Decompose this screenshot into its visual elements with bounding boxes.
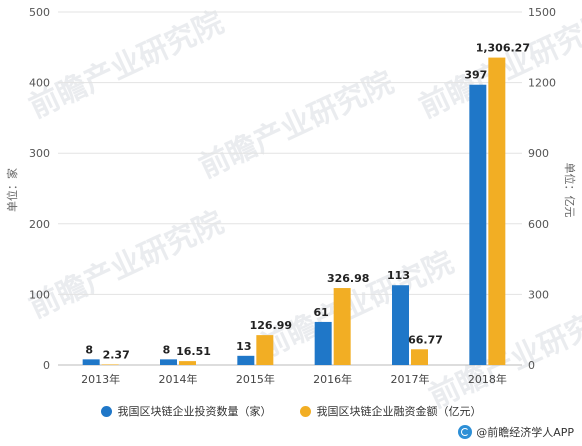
bar-financing [488, 57, 506, 365]
x-tick-label: 2018年 [468, 372, 507, 386]
footer: @前瞻经济学人APP [458, 424, 574, 440]
bar-investments [237, 355, 255, 365]
data-label: 397 [464, 69, 487, 82]
x-tick-label: 2013年 [81, 372, 120, 386]
y-tick-label: 500 [29, 6, 50, 19]
x-tick-label: 2016年 [313, 372, 352, 386]
y-tick-label: 200 [29, 218, 50, 231]
x-tick-label: 2015年 [236, 372, 275, 386]
data-label: 126.99 [250, 319, 292, 332]
data-label: 8 [85, 343, 93, 356]
data-label: 61 [314, 306, 329, 319]
bar-financing [333, 288, 351, 365]
data-label: 16.51 [176, 345, 211, 358]
left-axis-ticks: 0 100 200 300 400 500 [29, 6, 50, 372]
gridlines [58, 11, 522, 366]
data-label: 66.77 [408, 333, 443, 346]
data-labels: 8 2.37 8 16.51 13 126.99 61 326.98 113 66.77 397 1,… [85, 42, 530, 362]
y-tick-label-right: 1500 [528, 6, 556, 19]
legend-label: 我国区块链企业融资金额（亿元） [316, 405, 482, 418]
legend-swatch-orange [299, 405, 311, 417]
y-tick-label-right: 0 [528, 359, 535, 372]
y-tick-label: 100 [29, 288, 50, 301]
legend-label: 我国区块链企业投资数量（家） [117, 405, 272, 418]
bar-financing [179, 361, 196, 365]
data-label: 13 [236, 340, 251, 353]
y-tick-label: 400 [29, 77, 50, 90]
category-axis: 2013年 2014年 2015年 2016年 2017年 2018年 [81, 372, 507, 386]
y-tick-label: 0 [43, 359, 50, 372]
data-label: 113 [387, 269, 410, 282]
footer-text: @前瞻经济学人APP [476, 426, 574, 439]
bars [82, 57, 506, 365]
x-tick-label: 2014年 [159, 372, 198, 386]
y-axis-title: 单位：家 [5, 168, 19, 212]
x-tick-label: 2017年 [391, 372, 430, 386]
brand-logo-icon [458, 425, 473, 439]
bar-investments [469, 84, 487, 365]
right-axis-ticks: 0 300 600 900 1200 1500 [528, 6, 556, 372]
bar-financing [411, 349, 428, 365]
y-tick-label-right: 1200 [528, 77, 556, 90]
bar-financing [256, 335, 274, 365]
bar-investments [82, 359, 100, 365]
legend-swatch-blue [100, 405, 112, 417]
legend: 我国区块链企业投资数量（家） 我国区块链企业融资金额（亿元） [0, 402, 582, 420]
data-label: 8 [163, 343, 171, 356]
y-tick-label-right: 900 [528, 147, 549, 160]
bar-investments [314, 321, 332, 365]
bar-investments [160, 359, 177, 365]
data-label: 2.37 [103, 348, 130, 361]
y-tick-label-right: 600 [528, 218, 549, 231]
bar-financing [101, 364, 119, 365]
data-label: 326.98 [327, 272, 369, 285]
legend-item-financing: 我国区块链企业融资金额（亿元） [299, 402, 482, 420]
data-label: 1,306.27 [476, 42, 530, 55]
y-tick-label-right: 300 [528, 288, 549, 301]
y-axis-title-right: 单位：亿元 [563, 163, 577, 218]
bar-investments [392, 285, 409, 365]
legend-item-investments: 我国区块链企业投资数量（家） [100, 402, 272, 420]
y-tick-label: 300 [29, 147, 50, 160]
